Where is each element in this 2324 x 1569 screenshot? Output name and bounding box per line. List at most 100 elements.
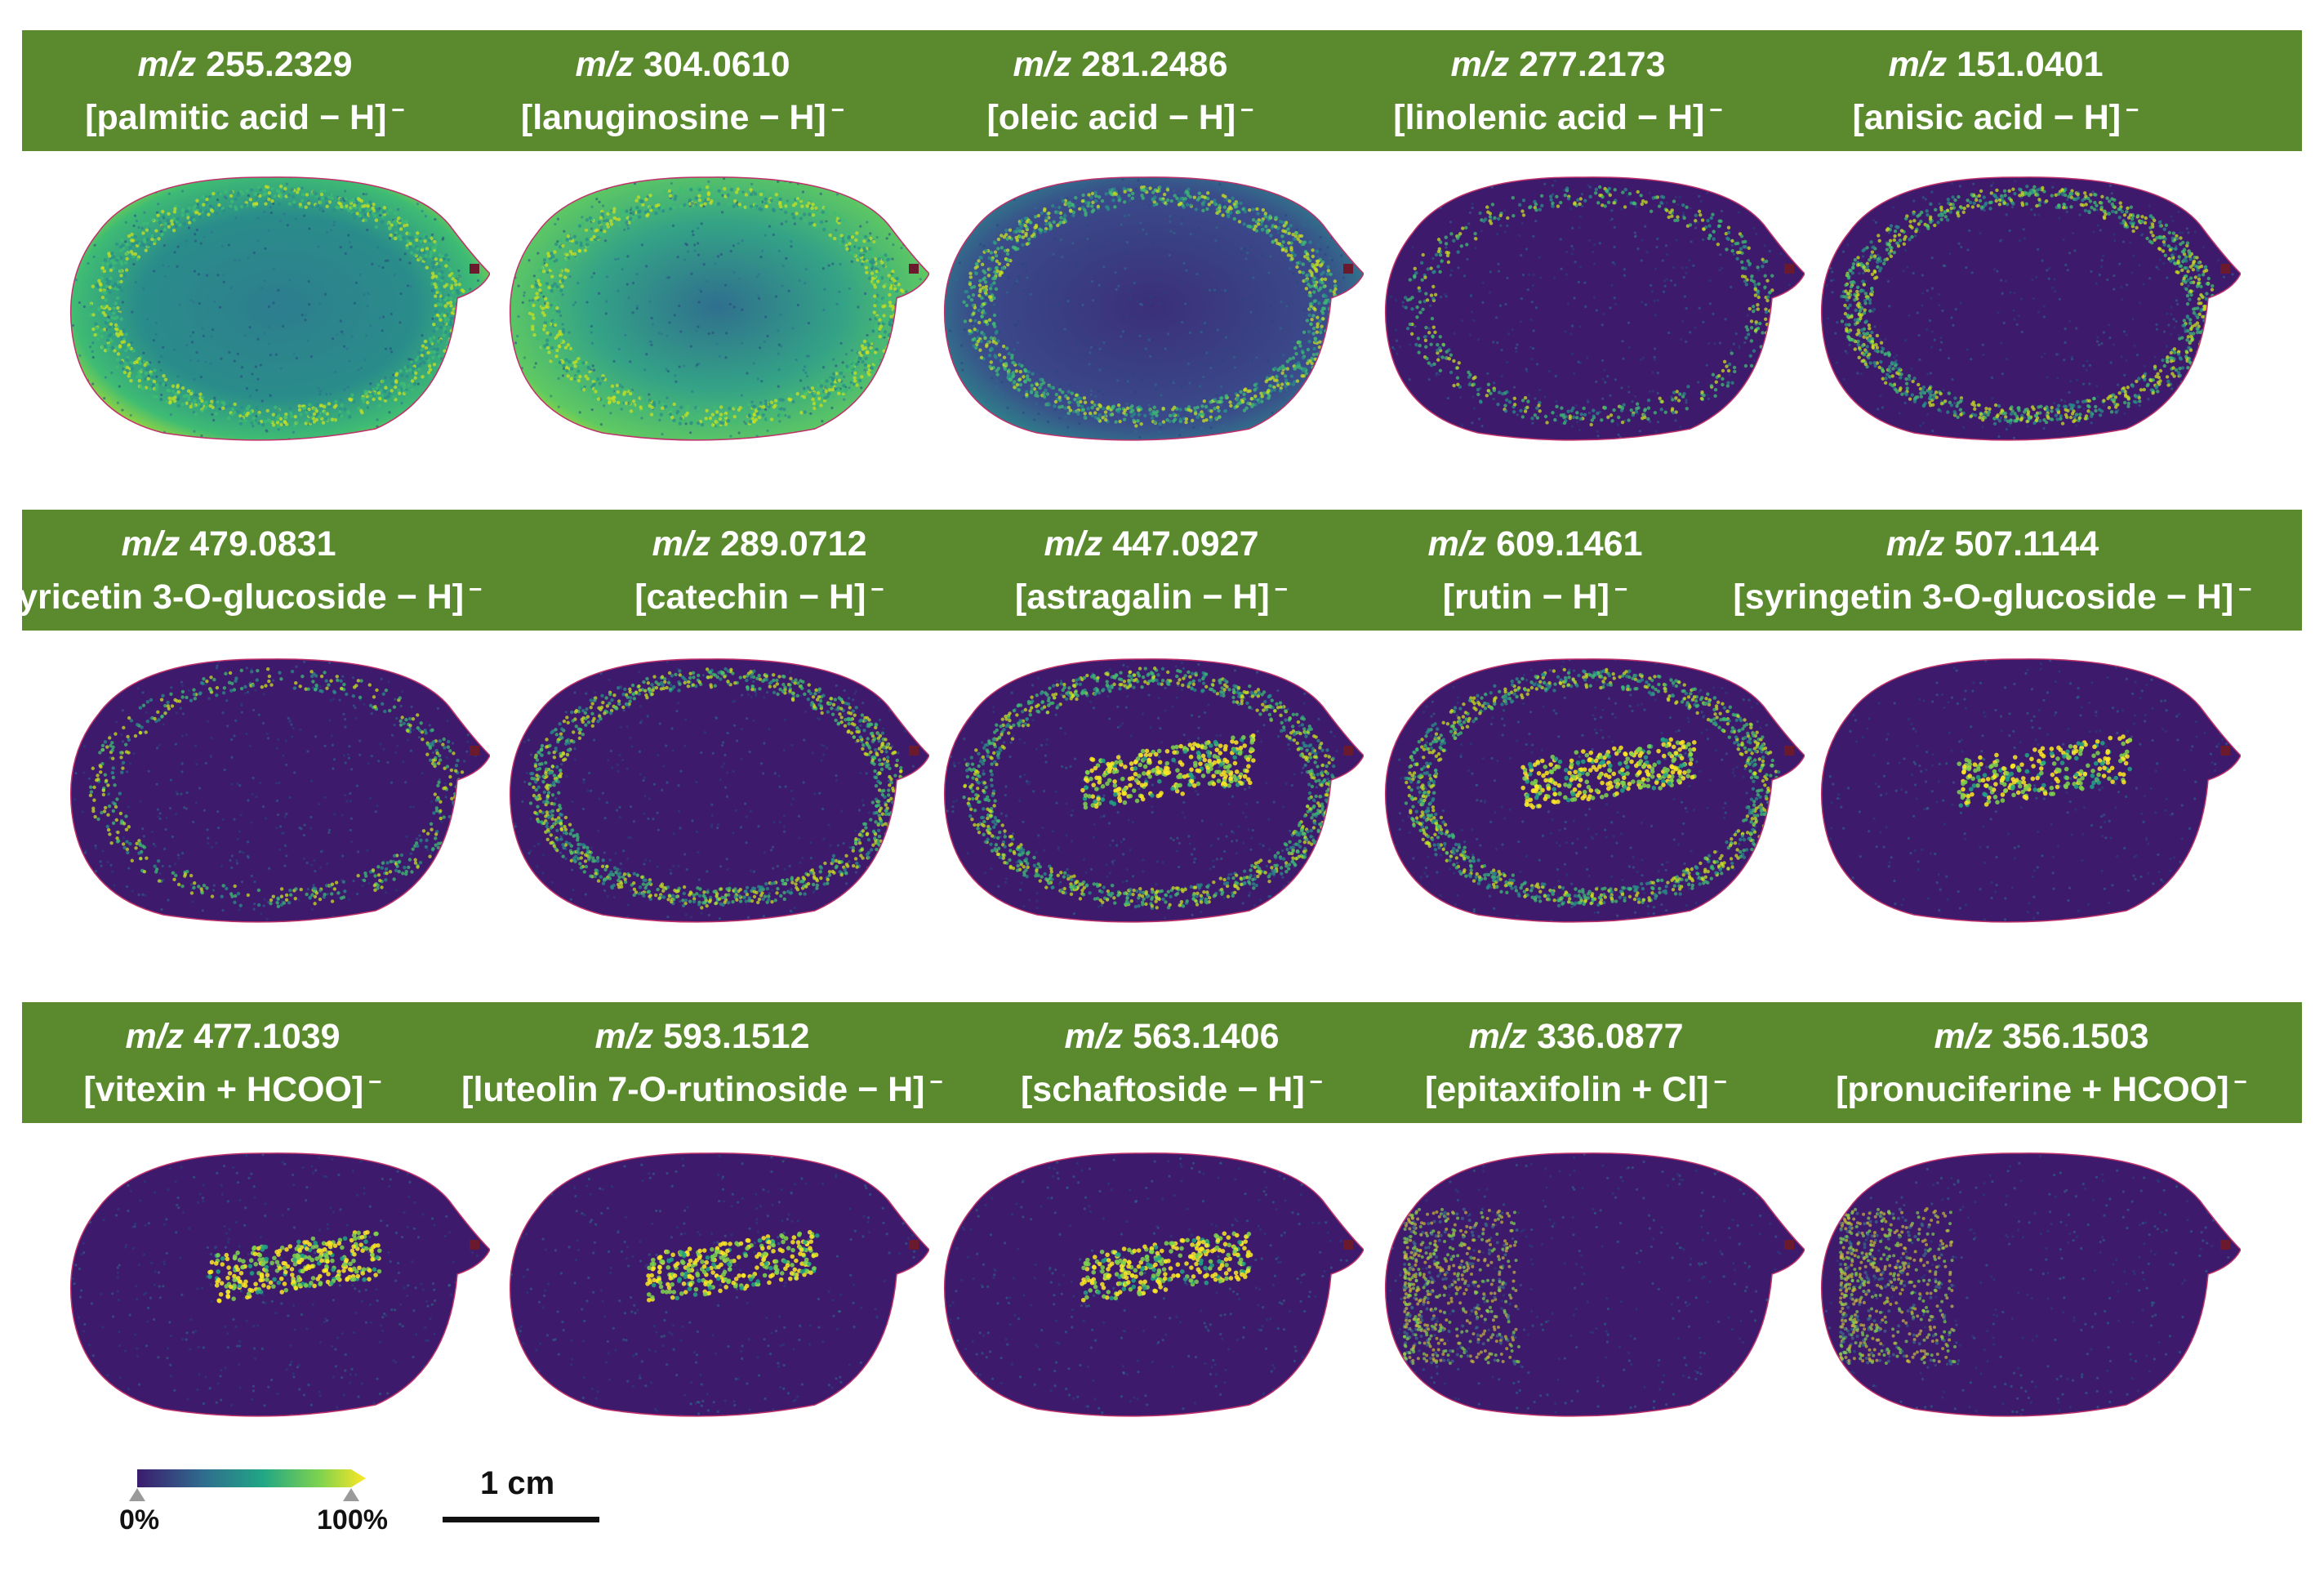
msi-image-2 [505, 167, 929, 445]
ion-charge: − [1614, 576, 1628, 602]
mz-value: 356.1503 [1992, 1016, 2149, 1056]
marker-dot [909, 264, 919, 274]
msi-image-7 [505, 649, 929, 927]
ion-name: [linolenic acid − H] [1393, 97, 1705, 137]
mz-value: 304.0610 [634, 44, 790, 84]
ion-label: [anisic acid − H] − [1853, 87, 2139, 140]
ion-label: [luteolin 7-O-rutinoside − H] − [461, 1059, 943, 1112]
panel-title: m/z 477.1039 [vitexin + HCOO] − [4, 1002, 461, 1123]
ion-label: [schaftoside − H] − [1021, 1059, 1323, 1112]
mz-label: m/z 507.1144 [1886, 521, 2099, 567]
ion-name: [vitexin + HCOO] [83, 1069, 364, 1109]
ion-charge: − [2126, 96, 2139, 123]
msi-image-1 [65, 167, 490, 445]
mz-prefix: m/z [125, 1016, 185, 1056]
msi-image-6 [65, 649, 490, 927]
panel-title: m/z 356.1503 [pronuciferine + HCOO] − [1813, 1002, 2270, 1123]
marker-dot [1343, 1240, 1353, 1250]
ion-charge: − [1713, 1068, 1727, 1094]
ion-label: [palmitic acid − H] − [85, 87, 405, 140]
scale-bar-label: 1 cm [480, 1465, 555, 1501]
mz-prefix: m/z [575, 44, 634, 84]
ion-name: [schaftoside − H] [1020, 1069, 1305, 1109]
marker-dot [909, 1240, 919, 1250]
mz-prefix: m/z [1885, 524, 1945, 564]
mz-label: m/z 356.1503 [1934, 1014, 2149, 1059]
ion-charge: − [929, 1068, 943, 1094]
colorbar-max-tick [343, 1488, 359, 1501]
marker-dot [470, 264, 479, 274]
marker-dot [2220, 264, 2230, 274]
mz-value: 447.0927 [1102, 524, 1259, 564]
mz-prefix: m/z [652, 524, 711, 564]
ion-name: [anisic acid − H] [1852, 97, 2121, 137]
mz-value: 281.2486 [1071, 44, 1228, 84]
ion-name: [luteolin 7-O-rutinoside − H] [461, 1069, 925, 1109]
marker-dot [1343, 746, 1353, 756]
panel-title: m/z 277.2173 [linolenic acid − H] − [1329, 30, 1787, 151]
mz-prefix: m/z [1064, 1016, 1124, 1056]
msi-image-5 [1816, 167, 2241, 445]
msi-image-14 [1380, 1143, 1805, 1421]
scale-bar [443, 1517, 599, 1522]
marker-dot [2220, 1240, 2230, 1250]
colorbar-max-label: 100% [317, 1504, 388, 1536]
mz-prefix: m/z [1468, 1016, 1528, 1056]
msi-image-3 [939, 167, 1364, 445]
mz-value: 563.1406 [1123, 1016, 1280, 1056]
mz-label: m/z 447.0927 [1044, 521, 1259, 567]
ion-label: [catechin − H] − [634, 567, 884, 620]
mz-value: 277.2173 [1509, 44, 1666, 84]
mz-value: 336.0877 [1527, 1016, 1684, 1056]
ion-charge: − [391, 96, 405, 123]
marker-dot [2220, 746, 2230, 756]
ion-label: [pronuciferine + HCOO] − [1836, 1059, 2247, 1112]
marker-dot [909, 746, 919, 756]
mz-prefix: m/z [1934, 1016, 1993, 1056]
mz-prefix: m/z [137, 44, 197, 84]
mz-prefix: m/z [1013, 44, 1072, 84]
ion-charge: − [1709, 96, 1723, 123]
ion-name: [rutin − H] [1442, 577, 1609, 617]
ion-label: [epitaxifolin + Cl] − [1425, 1059, 1727, 1112]
ion-label: [vitexin + HCOO] − [83, 1059, 381, 1112]
ion-name: [myricetin 3-O-glucoside − H] [0, 577, 465, 617]
panel-title: m/z 255.2329 [palmitic acid − H] − [16, 30, 474, 151]
msi-image-8 [939, 649, 1364, 927]
panel-title: m/z 447.0927 [astragalin − H] − [923, 510, 1380, 631]
mz-value: 289.0712 [710, 524, 867, 564]
mz-label: m/z 593.1512 [595, 1014, 810, 1059]
mz-prefix: m/z [1044, 524, 1103, 564]
panel-title: m/z 609.1461 [rutin − H] − [1307, 510, 1764, 631]
mz-value: 151.0401 [1947, 44, 2104, 84]
ion-name: [catechin − H] [634, 577, 866, 617]
marker-dot [1784, 746, 1794, 756]
ion-name: [epitaxifolin + Cl] [1425, 1069, 1709, 1109]
ion-label: [myricetin 3-O-glucoside − H] − [0, 567, 482, 620]
mz-prefix: m/z [121, 524, 180, 564]
ion-label: [rutin − H] − [1443, 567, 1628, 620]
panel-title: m/z 151.0401 [anisic acid − H] − [1767, 30, 2224, 151]
ion-charge: − [1309, 1068, 1323, 1094]
mz-label: m/z 563.1406 [1065, 1014, 1280, 1059]
panel-title: m/z 507.1144 [syringetin 3-O-glucoside − … [1733, 510, 2251, 631]
header-band-row-2 [22, 510, 2302, 631]
mz-label: m/z 477.1039 [126, 1014, 341, 1059]
ion-label: [linolenic acid − H] − [1393, 87, 1722, 140]
marker-dot [470, 746, 479, 756]
mz-prefix: m/z [1888, 44, 1948, 84]
ion-label: [oleic acid − H] − [986, 87, 1253, 140]
marker-dot [1784, 1240, 1794, 1250]
ion-charge: − [1274, 576, 1289, 602]
ion-charge: − [368, 1068, 382, 1094]
mz-label: m/z 336.0877 [1469, 1014, 1684, 1059]
ion-charge: − [1240, 96, 1254, 123]
mz-label: m/z 281.2486 [1013, 42, 1228, 87]
header-band-row-3 [22, 1002, 2302, 1123]
ion-charge: − [830, 96, 845, 123]
ion-name: [lanuginosine − H] [520, 97, 826, 137]
msi-image-10 [1816, 649, 2241, 927]
msi-image-11 [65, 1143, 490, 1421]
msi-image-12 [505, 1143, 929, 1421]
ion-label: [lanuginosine − H] − [521, 87, 844, 140]
